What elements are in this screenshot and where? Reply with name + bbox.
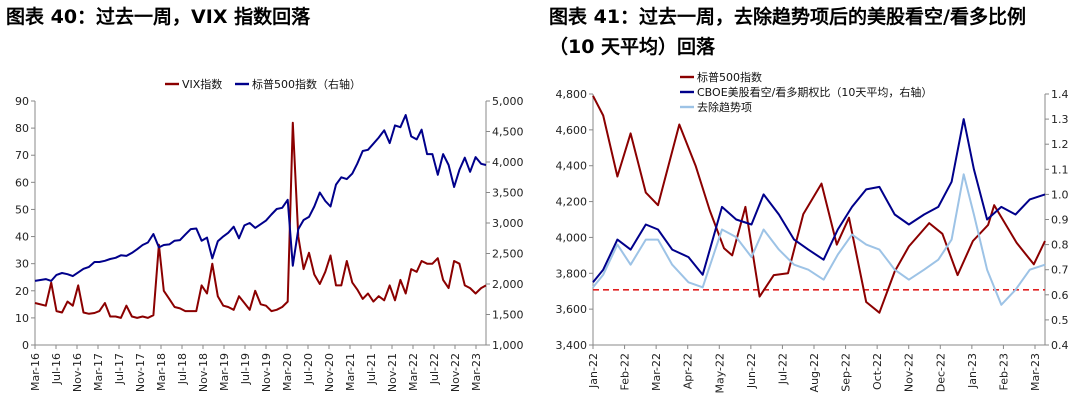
right-legend-label-1: CBOE美股看空/看多期权比（10天平均，右轴） (697, 85, 932, 99)
right-x-tick-label: Apr-22 (682, 353, 695, 389)
left-right-tick-label: 4,500 (492, 126, 524, 139)
right-x-tick-label: Jan-22 (587, 353, 600, 389)
left-x-tick-label: Nov-20 (323, 353, 336, 392)
left-chart-title: 图表 40：过去一周，VIX 指数回落 (6, 6, 311, 28)
right-x-tick-label: Sep-22 (840, 353, 853, 392)
right-left-tick-label: 4,600 (556, 124, 588, 137)
left-x-tick-label: Jul-19 (239, 353, 252, 385)
left-right-tick-label: 3,500 (492, 187, 524, 200)
right-right-tick-label: 1.2 (1051, 138, 1069, 151)
right-chart-title-line1: 图表 41：过去一周，去除趋势项后的美股看空/看多比例 (549, 6, 1026, 28)
left-left-tick-label: 80 (15, 122, 29, 135)
left-x-tick-label: Mar-22 (407, 353, 420, 391)
left-x-tick-label: Mar-23 (470, 353, 483, 391)
left-x-tick-label: Nov-16 (71, 353, 84, 392)
left-x-tick-label: Jul-17 (113, 353, 126, 385)
right-x-tick-label: Jan-23 (966, 353, 979, 389)
right-x-tick-label: Dec-22 (934, 353, 947, 392)
left-left-tick-label: 60 (15, 176, 29, 189)
left-left-tick-label: 50 (15, 203, 29, 216)
right-right-tick-label: 0.7 (1051, 264, 1069, 277)
left-left-tick-label: 30 (15, 258, 29, 271)
right-series-line-2 (592, 173, 1046, 306)
left-right-tick-label: 4,000 (492, 156, 524, 169)
right-legend-label-0: 标普500指数 (697, 70, 762, 84)
left-left-tick-label: 40 (15, 231, 29, 244)
right-x-tick-label: Oct-22 (871, 353, 884, 390)
left-x-tick-label: Nov-22 (449, 353, 462, 392)
left-x-tick-label: Mar-17 (92, 353, 105, 391)
right-right-tick-label: 0.6 (1051, 289, 1069, 302)
right-legend-label-2: 去除趋势项 (697, 100, 752, 114)
right-right-tick-label: 1.1 (1051, 163, 1069, 176)
right-left-tick-label: 3,400 (556, 339, 588, 352)
left-x-tick-label: Jul-21 (365, 353, 378, 385)
right-x-tick-label: Jul-22 (776, 353, 789, 385)
left-x-tick-label: Jul-16 (50, 353, 63, 385)
left-x-tick-label: Jul-20 (302, 353, 315, 385)
right-chart-title-line2: （10 天平均）回落 (549, 36, 716, 58)
left-right-tick-label: 2,500 (492, 248, 524, 261)
left-left-tick-label: 10 (15, 312, 29, 325)
left-left-tick-label: 20 (15, 285, 29, 298)
left-x-tick-label: Mar-21 (344, 353, 357, 391)
right-x-tick-label: Nov-22 (903, 353, 916, 392)
right-left-tick-label: 4,000 (556, 231, 588, 244)
left-legend-label-0: VIX指数 (182, 77, 222, 91)
right-left-tick-label: 3,600 (556, 303, 588, 316)
left-x-tick-label: Nov-21 (386, 353, 399, 392)
left-left-tick-label: 70 (15, 149, 29, 162)
right-right-tick-label: 0.9 (1051, 214, 1069, 227)
left-series-line-0 (34, 121, 487, 319)
right-left-tick-label: 3,800 (556, 267, 588, 280)
left-right-tick-label: 5,000 (492, 95, 524, 108)
left-right-tick-label: 2,000 (492, 278, 524, 291)
right-right-tick-label: 0.4 (1051, 339, 1069, 352)
right-series-line-0 (592, 95, 1046, 314)
right-x-tick-label: Aug-22 (808, 353, 821, 392)
right-x-tick-label: May-22 (713, 353, 726, 394)
right-right-tick-label: 1.0 (1051, 188, 1069, 201)
right-chart-title: 图表 41：过去一周，去除趋势项后的美股看空/看多比例 （10 天平均）回落 (549, 2, 1074, 62)
left-series-line-1 (34, 114, 487, 282)
left-x-tick-label: Nov-17 (134, 353, 147, 392)
left-x-tick-label: Mar-18 (155, 353, 168, 391)
left-legend-label-1: 标普500指数（右轴） (252, 77, 361, 91)
left-x-tick-label: Nov-19 (260, 353, 273, 392)
left-left-tick-label: 0 (22, 339, 29, 352)
left-x-tick-label: Mar-20 (281, 353, 294, 391)
right-x-tick-label: Feb-22 (619, 353, 632, 390)
left-x-tick-label: Mar-19 (218, 353, 231, 391)
left-right-tick-label: 1,500 (492, 309, 524, 322)
left-x-tick-label: Jul-18 (176, 353, 189, 385)
left-x-tick-label: Jul-22 (428, 353, 441, 385)
left-left-tick-label: 90 (15, 95, 29, 108)
right-left-tick-label: 4,400 (556, 160, 588, 173)
left-x-tick-label: Mar-16 (29, 353, 42, 391)
left-right-tick-label: 3,000 (492, 217, 524, 230)
right-right-tick-label: 1.4 (1051, 88, 1069, 101)
right-right-tick-label: 0.5 (1051, 314, 1069, 327)
right-right-tick-label: 0.8 (1051, 239, 1069, 252)
right-left-tick-label: 4,200 (556, 196, 588, 209)
right-x-tick-label: Feb-23 (997, 353, 1010, 390)
right-x-tick-label: Mar-23 (1029, 353, 1042, 391)
left-right-tick-label: 1,000 (492, 339, 524, 352)
right-series-line-1 (592, 118, 1046, 283)
right-left-tick-label: 4,800 (556, 88, 588, 101)
right-x-tick-label: Jun-22 (745, 353, 758, 389)
right-right-tick-label: 1.3 (1051, 113, 1069, 126)
right-x-tick-label: Mar-22 (650, 353, 663, 391)
left-x-tick-label: Nov-18 (197, 353, 210, 392)
